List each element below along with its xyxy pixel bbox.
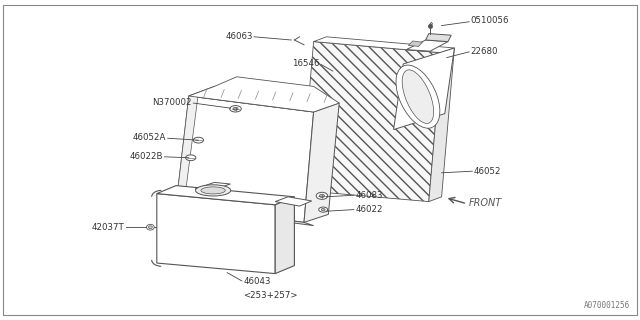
Ellipse shape <box>402 70 434 124</box>
Polygon shape <box>301 42 442 202</box>
Text: 22680: 22680 <box>470 47 498 56</box>
Text: 46043: 46043 <box>243 277 271 286</box>
Text: 46022B: 46022B <box>130 152 163 161</box>
Text: A070001256: A070001256 <box>584 301 630 310</box>
Polygon shape <box>176 93 198 205</box>
Polygon shape <box>176 205 314 226</box>
Polygon shape <box>189 86 339 112</box>
Polygon shape <box>394 48 454 130</box>
Ellipse shape <box>193 137 204 143</box>
Text: 42037T: 42037T <box>92 223 125 232</box>
Polygon shape <box>176 96 314 222</box>
Ellipse shape <box>230 106 241 112</box>
Polygon shape <box>195 182 230 190</box>
Text: 0510056: 0510056 <box>470 16 509 25</box>
Ellipse shape <box>316 192 328 199</box>
Polygon shape <box>426 34 451 42</box>
Polygon shape <box>189 77 339 112</box>
Polygon shape <box>406 40 448 51</box>
Polygon shape <box>157 186 294 205</box>
Ellipse shape <box>148 226 152 228</box>
Polygon shape <box>275 197 294 274</box>
Text: 46063: 46063 <box>225 32 253 41</box>
Ellipse shape <box>321 209 325 211</box>
Ellipse shape <box>196 185 231 196</box>
Text: 46052A: 46052A <box>133 133 166 142</box>
Ellipse shape <box>186 155 196 161</box>
Text: <253+257>: <253+257> <box>243 292 298 300</box>
Text: N370002: N370002 <box>152 98 192 107</box>
Polygon shape <box>429 48 454 202</box>
Text: 46022: 46022 <box>355 205 383 214</box>
Polygon shape <box>275 197 312 206</box>
Polygon shape <box>408 41 422 46</box>
Text: 16546: 16546 <box>292 60 320 68</box>
Text: 46083: 46083 <box>355 191 383 200</box>
Polygon shape <box>314 37 454 53</box>
Ellipse shape <box>319 207 328 212</box>
Ellipse shape <box>396 65 440 128</box>
Ellipse shape <box>201 187 225 194</box>
Ellipse shape <box>319 194 324 197</box>
Text: 46052: 46052 <box>474 167 501 176</box>
Polygon shape <box>157 194 275 274</box>
Polygon shape <box>304 103 339 222</box>
Ellipse shape <box>233 107 238 110</box>
Ellipse shape <box>147 224 154 230</box>
Text: FRONT: FRONT <box>469 198 502 208</box>
